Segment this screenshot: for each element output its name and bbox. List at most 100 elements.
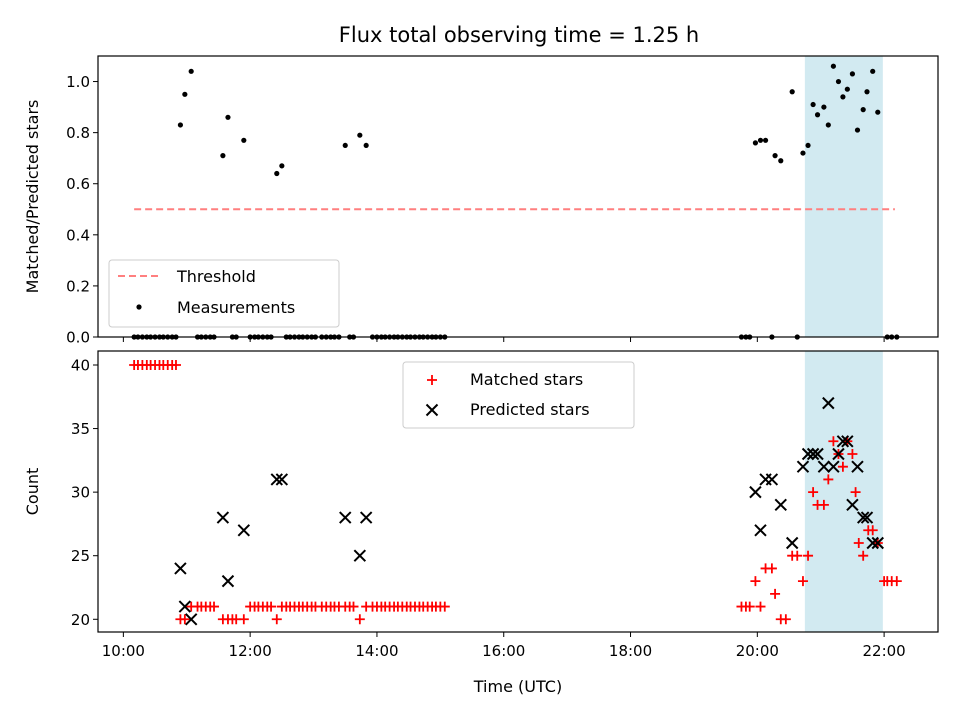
data-point xyxy=(822,396,835,410)
legend-box xyxy=(402,361,635,429)
data-point xyxy=(792,550,803,561)
data-point xyxy=(801,447,815,461)
data-point xyxy=(754,524,767,537)
data-point xyxy=(841,435,854,448)
data-point xyxy=(864,89,870,95)
data-point xyxy=(891,576,902,587)
data-point xyxy=(806,447,820,461)
data-point xyxy=(439,601,450,612)
data-point xyxy=(847,448,858,459)
data-point xyxy=(770,588,781,599)
data-point xyxy=(241,137,247,143)
data-point xyxy=(860,107,866,113)
data-point xyxy=(279,163,285,169)
data-point xyxy=(854,127,861,133)
y-tick-label: 1.0 xyxy=(66,73,90,91)
data-point xyxy=(174,562,187,575)
legend-measurements-label: Measurements xyxy=(177,298,295,317)
data-point xyxy=(188,68,194,74)
data-point xyxy=(184,613,198,626)
data-point xyxy=(359,511,373,524)
data-point xyxy=(339,511,352,524)
data-point xyxy=(216,511,230,524)
legend-box xyxy=(108,259,340,328)
data-point xyxy=(765,473,779,486)
data-point xyxy=(179,614,190,625)
data-point xyxy=(823,474,834,485)
data-point xyxy=(871,536,884,550)
x-tick-label: 22:00 xyxy=(862,642,905,660)
data-point xyxy=(830,63,836,69)
x-tick-label: 10:00 xyxy=(102,642,145,660)
data-point xyxy=(357,132,363,138)
data-point xyxy=(170,359,181,370)
data-point xyxy=(850,487,861,498)
legend-matched-swatch xyxy=(427,375,437,385)
series-predicted-stars xyxy=(174,396,884,626)
data-point xyxy=(177,122,184,128)
y-tick-label: 0.4 xyxy=(66,226,90,244)
data-point xyxy=(796,460,810,473)
data-point xyxy=(846,498,859,512)
legend-predicted-swatch xyxy=(425,403,439,417)
data-point xyxy=(835,78,842,85)
data-point xyxy=(832,447,845,461)
data-point xyxy=(750,576,761,587)
data-point xyxy=(810,101,816,108)
data-point xyxy=(182,91,188,97)
data-point xyxy=(270,473,283,486)
data-point xyxy=(870,68,876,74)
y-tick-label: 0.8 xyxy=(66,124,90,142)
y-tick-label: 0.2 xyxy=(66,277,90,295)
data-point xyxy=(363,142,369,149)
axes-frame xyxy=(97,350,939,633)
data-point xyxy=(271,614,282,625)
data-point xyxy=(238,614,249,625)
y-tick-label: 0.6 xyxy=(66,175,90,193)
data-point xyxy=(749,485,762,499)
data-point xyxy=(348,601,359,612)
data-point xyxy=(220,153,226,159)
data-point xyxy=(237,524,251,537)
y-tick-label: 35 xyxy=(71,420,90,438)
data-point xyxy=(814,112,821,118)
data-point xyxy=(225,114,231,120)
data-point xyxy=(825,122,831,128)
data-point xyxy=(778,158,784,164)
data-point xyxy=(772,153,778,159)
x-tick-label: 18:00 xyxy=(609,642,652,660)
data-point xyxy=(774,498,787,512)
bottom-axes: 20 25 30 35 40 10:00 12:00 14:00 16:00 18:00 20:00… xyxy=(23,350,939,696)
data-point xyxy=(800,150,806,156)
data-point xyxy=(752,140,759,146)
data-point xyxy=(797,576,808,587)
top-axes: 0.0 0.2 0.4 0.6 0.8 1.0 Matched/Predicted star… xyxy=(23,55,939,347)
x-tick-label: 12:00 xyxy=(229,642,272,660)
y-tick-label: 40 xyxy=(71,356,90,374)
data-point xyxy=(744,601,755,612)
legend-predicted-label: Predicted stars xyxy=(470,400,590,419)
y-axis-label: Count xyxy=(23,468,42,516)
data-point xyxy=(342,142,348,149)
y-tick-label: 25 xyxy=(71,547,90,565)
data-point xyxy=(354,614,365,625)
data-point xyxy=(875,109,881,115)
data-point xyxy=(209,601,220,612)
data-point xyxy=(836,435,850,448)
data-point xyxy=(856,511,870,524)
data-point xyxy=(221,574,235,588)
data-point xyxy=(178,600,192,613)
data-point xyxy=(789,89,795,95)
data-point xyxy=(803,550,814,561)
data-point xyxy=(766,563,777,574)
data-point xyxy=(757,137,764,143)
legend-measurements-swatch xyxy=(136,304,142,310)
y-tick-label: 30 xyxy=(71,484,90,502)
data-point xyxy=(858,550,869,561)
data-point xyxy=(785,536,799,550)
data-point xyxy=(867,525,878,536)
legend-bottom: Matched stars Predicted stars xyxy=(402,361,635,429)
data-point xyxy=(860,511,874,524)
data-point xyxy=(811,447,824,461)
